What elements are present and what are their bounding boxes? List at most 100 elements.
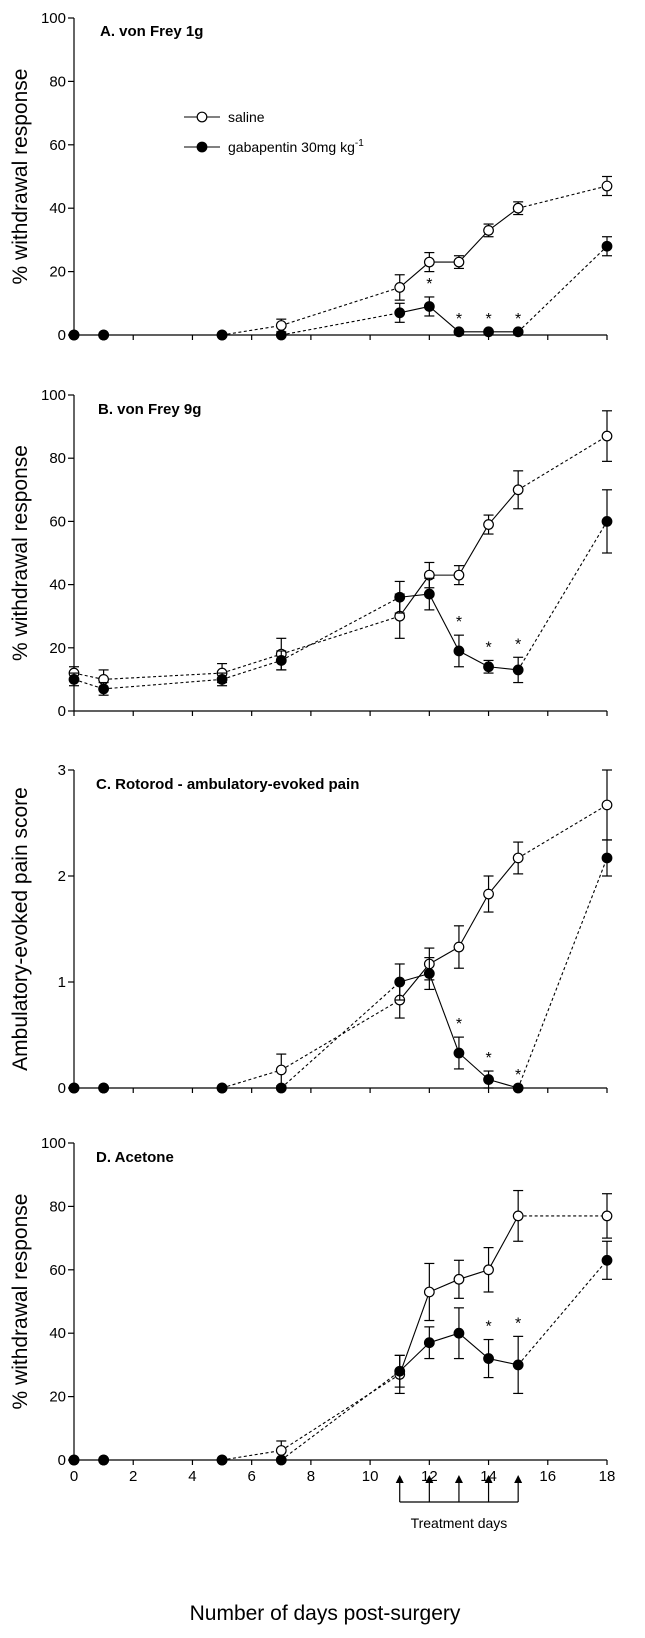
series-line-segment xyxy=(280,981,401,1089)
series-line-segment xyxy=(458,524,490,576)
series-line-segment xyxy=(517,1259,608,1366)
treatment-arrow-head xyxy=(514,1475,523,1483)
data-point xyxy=(601,852,613,864)
data-point xyxy=(453,941,465,953)
significance-asterisk: * xyxy=(456,311,462,328)
y-tick-label: 60 xyxy=(49,513,66,530)
data-point xyxy=(68,674,80,685)
data-point xyxy=(423,256,435,268)
x-tick-label: 0 xyxy=(70,1468,78,1485)
data-point xyxy=(601,240,613,252)
data-point xyxy=(423,968,435,979)
legend-marker-gabapentin xyxy=(196,141,208,153)
y-axis-label: % withdrawal response xyxy=(9,69,32,285)
significance-asterisk: * xyxy=(515,1067,521,1084)
treatment-arrow-head xyxy=(454,1475,463,1483)
x-tick-label: 2 xyxy=(129,1468,137,1485)
series-line-segment xyxy=(221,1069,282,1089)
data-point xyxy=(423,301,435,312)
series-line-segment xyxy=(280,1373,401,1451)
data-point xyxy=(512,484,524,496)
data-point xyxy=(275,655,287,666)
data-point xyxy=(453,256,465,268)
series-line-segment xyxy=(221,324,282,336)
series-line-segment xyxy=(103,672,223,680)
data-point xyxy=(423,1286,435,1298)
data-point xyxy=(512,1082,524,1094)
data-point xyxy=(275,1445,287,1456)
data-point xyxy=(216,329,228,341)
chart-panel-1: 0 20 40 60 80 100 % withdrawal response A. von … xyxy=(9,10,613,344)
data-point xyxy=(512,1210,524,1222)
data-point xyxy=(483,661,494,673)
chart-title: D. Acetone xyxy=(96,1149,174,1166)
series-line-segment xyxy=(221,653,282,674)
data-point xyxy=(423,1337,435,1349)
data-point xyxy=(275,1064,287,1076)
series-line-segment xyxy=(281,615,400,655)
data-point xyxy=(68,329,80,341)
y-tick-label: 1 xyxy=(58,974,66,991)
series-line-segment xyxy=(399,1342,430,1372)
series-line-segment xyxy=(428,593,460,652)
data-point xyxy=(394,1365,406,1377)
data-point xyxy=(98,683,110,695)
chart-title: B. von Frey 9g xyxy=(98,401,201,418)
chart-panel-3: 0 1 2 3 Ambulatory-evoked pain score C. Rotor… xyxy=(9,762,613,1097)
y-tick-label: 2 xyxy=(58,868,66,885)
y-tick-label: 0 xyxy=(58,1080,66,1097)
x-tick-label: 18 xyxy=(599,1468,616,1485)
significance-asterisk: * xyxy=(485,1319,491,1336)
data-point xyxy=(483,224,494,236)
y-tick-label: 80 xyxy=(49,1198,66,1215)
series-gabapentin xyxy=(68,839,613,1094)
data-point xyxy=(68,1082,80,1094)
x-tick-label: 16 xyxy=(539,1468,556,1485)
series-line-segment xyxy=(488,857,519,895)
y-tick-label: 0 xyxy=(58,327,66,344)
data-point xyxy=(98,329,110,341)
treatment-arrow-head xyxy=(425,1475,434,1483)
series-line-segment xyxy=(518,185,608,209)
x-tick-label: 10 xyxy=(362,1468,379,1485)
y-tick-label: 40 xyxy=(49,200,66,217)
chart-title: A. von Frey 1g xyxy=(100,23,203,40)
y-axis-label: % withdrawal response xyxy=(9,445,32,661)
series-line-segment xyxy=(517,435,608,491)
series-line-segment xyxy=(429,946,460,965)
data-point xyxy=(453,1047,465,1059)
series-line-segment xyxy=(517,521,608,671)
data-point xyxy=(453,1273,465,1285)
series-line-segment xyxy=(428,306,460,333)
treatment-bracket: Treatment days xyxy=(395,1475,523,1531)
significance-asterisk: * xyxy=(485,639,491,656)
y-tick-label: 20 xyxy=(49,264,66,281)
series-line-segment xyxy=(517,857,608,1089)
data-point xyxy=(601,1254,613,1266)
data-point xyxy=(483,1264,494,1276)
y-tick-label: 20 xyxy=(49,640,66,657)
treatment-days-label: Treatment days xyxy=(411,1515,508,1531)
x-axis-label: Number of days post-surgery xyxy=(190,1602,461,1625)
significance-asterisk: * xyxy=(426,276,432,293)
y-axis-label: Ambulatory-evoked pain score xyxy=(9,787,32,1071)
series-line-segment xyxy=(103,678,223,690)
series-line-segment xyxy=(281,286,400,327)
series-line-segment xyxy=(399,1291,430,1375)
series-line-segment xyxy=(458,1332,489,1359)
y-tick-label: 100 xyxy=(41,10,66,27)
series-saline xyxy=(68,769,613,1094)
series-line-segment xyxy=(280,1370,401,1461)
x-tick-label: 4 xyxy=(188,1468,196,1485)
significance-asterisk: * xyxy=(515,311,521,328)
data-point xyxy=(98,1082,110,1094)
y-tick-label: 40 xyxy=(49,1325,66,1342)
series-line-segment xyxy=(488,207,519,231)
series-line-segment xyxy=(458,650,489,668)
treatment-arrow-head xyxy=(484,1475,493,1483)
legend: saline gabapentin 30mg kg-1 xyxy=(184,109,364,155)
chart-panel-2: 0 20 40 60 80 100 % withdrawal response B. von … xyxy=(9,387,613,720)
series-line-segment xyxy=(399,261,430,288)
legend-superscript: -1 xyxy=(355,138,364,149)
y-tick-label: 100 xyxy=(41,1135,66,1152)
